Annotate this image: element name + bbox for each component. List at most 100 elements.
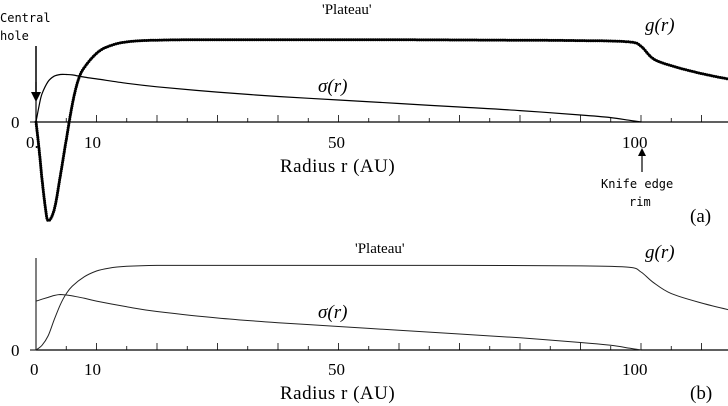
g-dot <box>448 38 452 42</box>
g-dot <box>424 38 428 42</box>
g-dot <box>34 122 38 126</box>
x-tick-label-100-b: 100 <box>622 360 648 379</box>
g-dot <box>354 38 357 42</box>
g-dot <box>197 38 201 42</box>
g-dot <box>57 184 61 188</box>
g-dot <box>563 39 566 42</box>
g-dot <box>510 38 514 42</box>
panel-label-a: (a) <box>690 206 711 227</box>
g-dot <box>560 38 564 42</box>
g-dot <box>147 38 151 42</box>
g-dot <box>356 38 360 42</box>
g-dot <box>481 38 485 42</box>
g-dot <box>277 38 280 42</box>
g-dot <box>38 157 42 161</box>
g-dot <box>376 38 379 42</box>
g-dot <box>39 164 43 168</box>
g-dot <box>184 38 188 42</box>
g-dot <box>43 205 47 209</box>
g-dot <box>459 38 463 42</box>
g-dot <box>607 39 610 43</box>
g-dot <box>268 38 272 42</box>
g-dot <box>534 38 538 42</box>
g-dot <box>362 38 366 42</box>
g-dot <box>56 189 60 193</box>
g-dot <box>380 38 384 42</box>
g-dot <box>516 38 520 42</box>
g-dot <box>609 39 613 43</box>
g-dot <box>413 38 417 42</box>
g-dot <box>466 38 470 42</box>
g-dot <box>358 38 362 42</box>
g-dot <box>125 40 129 44</box>
g-dot <box>40 177 44 181</box>
g-dot <box>248 38 252 42</box>
g-dot <box>36 135 40 139</box>
g-dot <box>567 39 571 42</box>
series-label-sigma-a: σ(r) <box>318 76 347 97</box>
g-dot <box>347 38 351 42</box>
g-dot <box>549 38 553 42</box>
g-dot <box>39 170 43 174</box>
g-dot <box>483 38 487 42</box>
g-dot <box>204 38 208 42</box>
g-dot <box>193 38 197 42</box>
g-dot <box>312 38 316 42</box>
g-dot <box>349 38 353 42</box>
g-dot <box>224 38 228 42</box>
g-dot <box>149 38 153 42</box>
g-dot <box>472 38 476 42</box>
g-dot <box>41 183 45 187</box>
g-dot <box>134 39 137 43</box>
g-dot <box>44 212 48 216</box>
g-dot <box>523 38 527 42</box>
x-tick-label-0-a: 0. <box>26 133 39 152</box>
g-dot <box>62 150 66 154</box>
g-dot <box>501 38 505 42</box>
g-dot <box>38 153 42 157</box>
panel-label-b: (b) <box>690 383 712 404</box>
g-dot <box>602 39 606 43</box>
g-dot <box>569 39 573 42</box>
g-dot <box>310 38 313 42</box>
g-dot <box>329 38 333 42</box>
g-dot <box>261 38 265 42</box>
g-dot <box>437 38 441 42</box>
g-dot <box>373 38 377 42</box>
g-dot <box>250 38 254 42</box>
g-dot <box>37 144 41 148</box>
g-dot <box>55 193 59 197</box>
g-dot <box>37 148 41 152</box>
g-dot <box>215 38 219 42</box>
g-dot <box>40 173 43 176</box>
g-dot <box>428 38 432 42</box>
g-dot <box>123 40 127 44</box>
g-dot <box>461 38 465 42</box>
y-tick-label-0-a: 0 <box>11 113 20 132</box>
g-dot <box>35 129 39 133</box>
g-dot <box>514 38 518 42</box>
g-dot <box>321 38 324 42</box>
g-dot <box>270 38 274 42</box>
g-dot <box>241 38 245 42</box>
g-dot <box>325 38 329 42</box>
g-dot <box>120 41 124 44</box>
g-dot <box>541 38 544 42</box>
g-dot <box>406 38 410 42</box>
g-dot <box>378 38 382 42</box>
g-dot <box>41 186 45 190</box>
g-dot <box>195 38 199 42</box>
g-dot <box>431 38 434 42</box>
g-dot <box>475 38 478 42</box>
g-dot <box>263 38 267 42</box>
series-g-a <box>34 38 728 222</box>
series-label-g-a: g(r) <box>645 15 675 36</box>
g-dot <box>426 38 430 42</box>
g-dot <box>365 38 368 42</box>
g-dot <box>400 38 404 42</box>
g-dot <box>543 38 547 42</box>
g-dot <box>35 124 38 128</box>
g-dot <box>499 38 503 42</box>
g-dot <box>35 131 39 135</box>
g-dot <box>620 39 624 43</box>
